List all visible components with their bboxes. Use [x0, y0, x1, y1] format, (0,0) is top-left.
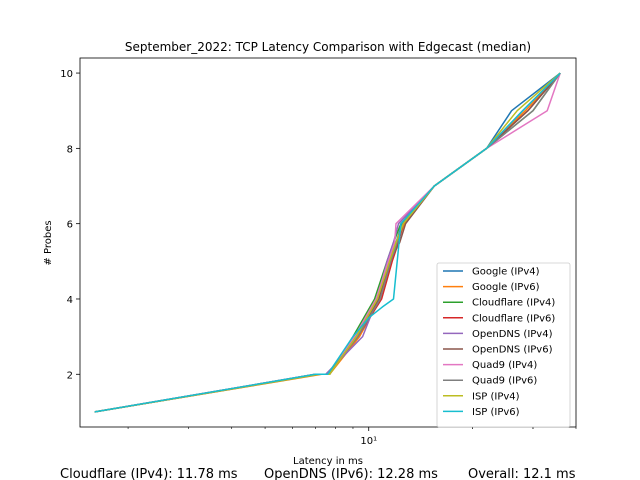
y-tick-label: 2 — [67, 370, 73, 381]
series-line-9 — [94, 72, 561, 413]
legend-label-2: Cloudflare (IPv4) — [472, 298, 555, 309]
legend-label-9: ISP (IPv6) — [472, 407, 520, 418]
y-axis-label: # Probes — [43, 220, 54, 265]
plot-lines — [94, 72, 561, 413]
y-tick-label: 4 — [67, 295, 73, 306]
legend: Google (IPv4) Google (IPv6) Cloudflare (IP… — [436, 262, 571, 428]
legend-label-4: OpenDNS (IPv4) — [472, 329, 553, 340]
y-tick-label: 8 — [67, 144, 73, 155]
legend-box — [436, 262, 571, 428]
x-ticks: 10¹ — [360, 427, 377, 447]
x-tick-label: 10¹ — [360, 436, 377, 447]
axes — [79, 57, 577, 428]
chart-title: September_2022: TCP Latency Comparison w… — [125, 40, 531, 54]
legend-label-8: ISP (IPv4) — [472, 391, 520, 402]
x-axis-label: Latency in ms — [293, 456, 363, 467]
legend-label-1: Google (IPv6) — [472, 282, 540, 293]
legend-label-3: Cloudflare (IPv6) — [472, 313, 555, 324]
footer-stat-opendns: OpenDNS (IPv6): 12.28 ms — [264, 467, 438, 480]
x-minor-ticks — [127, 427, 577, 429]
y-ticks: 2 4 6 8 10 — [60, 69, 80, 381]
footer-stat-cloudflare: Cloudflare (IPv4): 11.78 ms — [60, 467, 238, 480]
legend-label-6: Quad9 (IPv4) — [472, 360, 537, 371]
legend-label-7: Quad9 (IPv6) — [472, 376, 537, 387]
footer-stat-overall: Overall: 12.1 ms — [468, 467, 576, 480]
legend-label-0: Google (IPv4) — [472, 267, 540, 278]
y-tick-label: 6 — [67, 220, 73, 231]
plot-frame — [79, 57, 577, 428]
legend-label-5: OpenDNS (IPv6) — [472, 345, 553, 356]
y-tick-label: 10 — [60, 69, 73, 80]
